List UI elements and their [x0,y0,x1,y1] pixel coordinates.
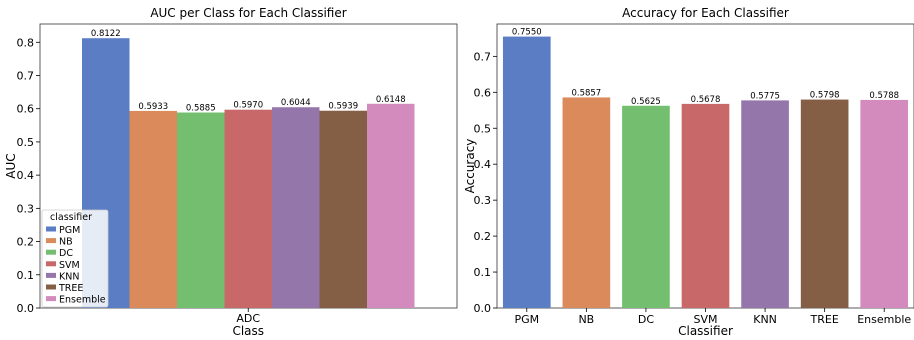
legend-label-tree: TREE [58,283,83,294]
acc-bar-value-label: 0.5775 [750,91,780,101]
acc-y-tick-label: 0.0 [474,302,492,315]
acc-y-tick-label: 0.6 [474,86,492,99]
auc-y-tick-label: 0.0 [17,302,35,315]
acc-bar-value-label: 0.5798 [810,91,840,101]
auc-bar-knn [272,107,320,308]
auc-bar-value-label: 0.6148 [376,95,406,105]
acc-x-tick-label: NB [578,313,594,326]
auc-y-tick-label: 0.4 [17,169,35,182]
auc-bar-value-label: 0.5970 [233,101,263,111]
acc-x-tick-label: Ensemble [857,313,911,326]
legend-label-dc: DC [59,248,73,259]
acc-bar-value-label: 0.5857 [571,88,601,98]
acc-x-axis-label: Classifier [678,324,733,338]
acc-y-tick-label: 0.5 [474,122,492,135]
legend-swatch-pgm [46,227,56,232]
auc-y-tick-label: 0.2 [17,236,35,249]
legend-label-nb: NB [59,237,73,248]
auc-y-tick-label: 0.8 [17,36,35,49]
auc-bar-tree [320,111,368,308]
acc-bar-pgm [503,37,551,308]
acc-bar-ensemble [860,100,908,308]
acc-x-tick-label: TREE [810,313,839,326]
acc-y-axis-label: Accuracy [463,139,477,194]
acc-x-tick-label: PGM [514,313,539,326]
legend-label-svm: SVM [59,260,80,271]
acc-y-tick-label: 0.3 [474,194,492,207]
auc-y-tick-label: 0.5 [17,136,35,149]
acc-bar-svm [682,104,730,308]
auc-x-axis-label: Class [232,324,264,338]
legend-swatch-ensemble [46,296,56,301]
auc-bar-dc [177,113,225,308]
legend-swatch-tree [46,285,56,290]
auc-bar-value-label: 0.8122 [91,29,121,39]
legend-swatch-svm [46,261,56,266]
legend-swatch-dc [46,250,56,255]
acc-bar-knn [741,100,789,308]
auc-bar-value-label: 0.5885 [186,104,216,114]
acc-bar-value-label: 0.5625 [631,97,661,107]
auc-bar-value-label: 0.6044 [281,98,311,108]
auc-y-tick-label: 0.7 [17,69,35,82]
acc-y-tick-label: 0.1 [474,266,492,279]
auc-y-tick-label: 0.1 [17,269,35,282]
auc-bar-ensemble [367,104,415,308]
acc-bar-nb [563,97,611,308]
auc-y-tick-label: 0.6 [17,103,35,116]
acc-bar-tree [801,100,849,308]
acc-bar-value-label: 0.7550 [512,28,542,38]
auc-y-axis-label: AUC [4,153,18,178]
legend-title: classifier [50,212,92,223]
auc-bar-svm [225,110,273,308]
legend-label-knn: KNN [59,271,79,282]
legend-label-ensemble: Ensemble [59,295,106,306]
auc-bar-value-label: 0.5933 [138,102,168,112]
auc-bar-value-label: 0.5939 [328,102,358,112]
legend-swatch-nb [46,238,56,243]
auc-y-tick-label: 0.3 [17,202,35,215]
auc-bar-nb [130,111,178,308]
acc-x-tick-label: KNN [753,313,777,326]
acc-bar-dc [622,106,670,308]
auc-chart-title: AUC per Class for Each Classifier [150,6,346,20]
acc-bar-value-label: 0.5678 [691,95,721,105]
legend-label-pgm: PGM [59,225,80,236]
acc-chart-title: Accuracy for Each Classifier [622,6,789,20]
acc-x-tick-label: DC [638,313,654,326]
acc-y-tick-label: 0.2 [474,230,492,243]
legend-swatch-knn [46,273,56,278]
acc-bar-value-label: 0.5788 [869,91,899,101]
acc-y-tick-label: 0.7 [474,50,492,63]
